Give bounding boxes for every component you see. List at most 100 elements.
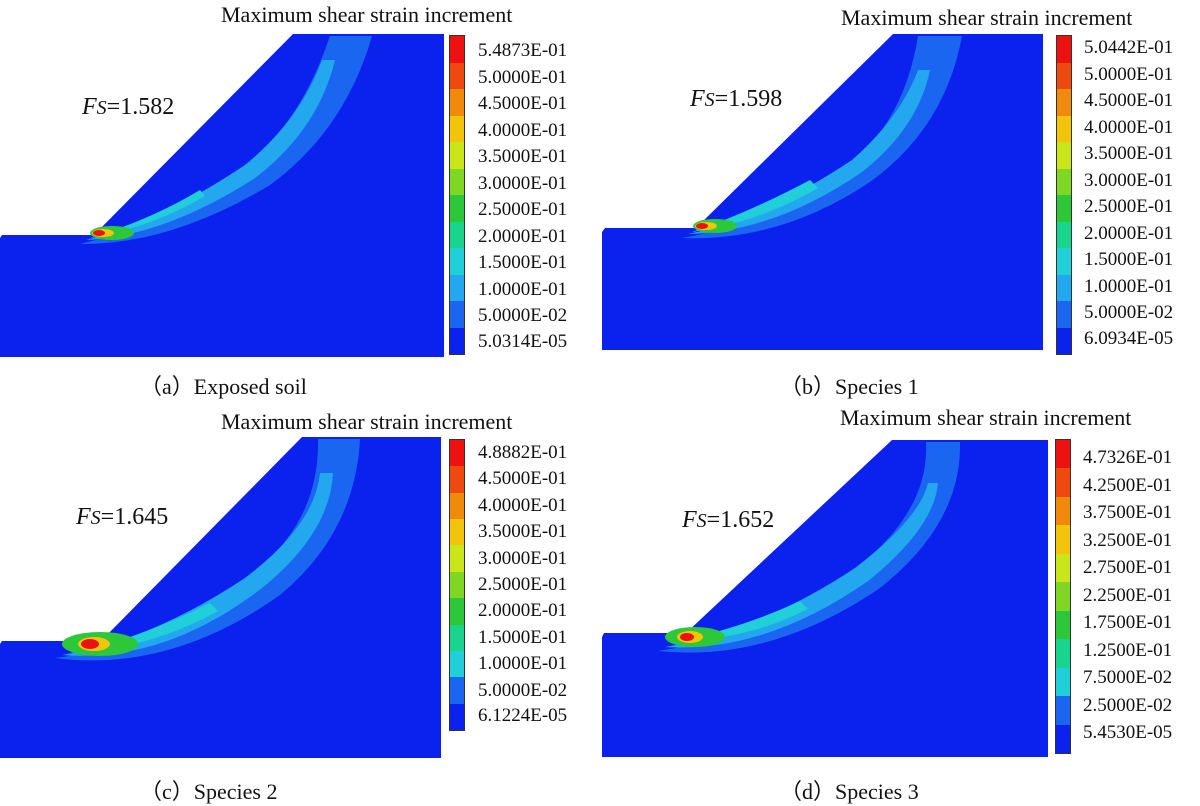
shear-band-mid xyxy=(86,60,335,240)
slope-model xyxy=(0,437,441,758)
toe-concentration-red xyxy=(696,223,708,229)
colorbar xyxy=(1056,35,1072,355)
colorbar-segment xyxy=(1056,639,1070,668)
colorbar-label: 1.7500E-01 xyxy=(1083,612,1173,633)
colorbar xyxy=(449,439,465,731)
colorbar-label: 2.2500E-01 xyxy=(1083,585,1173,606)
colorbar-label: 4.5000E-01 xyxy=(1084,90,1174,111)
shear-band-outer xyxy=(682,36,962,239)
colorbar-label: 3.5000E-01 xyxy=(478,521,568,542)
toe-concentration-red xyxy=(93,230,105,236)
colorbar-segment xyxy=(450,677,464,704)
slope-model xyxy=(602,34,1043,350)
colorbar-label: 4.0000E-01 xyxy=(1084,117,1174,138)
colorbar-segment xyxy=(1056,610,1070,640)
panel-a: Maximum shear strain increment 5.4873E-0… xyxy=(0,0,600,400)
panel-d: Maximum shear strain increment 4.7326E-0… xyxy=(600,403,1200,806)
colorbar-label: 4.2500E-01 xyxy=(1083,475,1173,496)
colorbar-segment xyxy=(450,62,464,89)
colorbar-label: 3.7500E-01 xyxy=(1083,502,1173,523)
colorbar-segment xyxy=(1057,195,1071,222)
colorbar-label: 4.5000E-01 xyxy=(478,468,568,489)
colorbar-segment xyxy=(450,703,464,730)
colorbar-segment xyxy=(1057,301,1071,328)
colorbar-label: 3.5000E-01 xyxy=(478,146,568,167)
colorbar-label: 5.0000E-01 xyxy=(1084,64,1174,85)
shear-band-mid xyxy=(688,70,930,234)
colorbar-title: Maximum shear strain increment xyxy=(221,409,513,434)
colorbar-label: 1.0000E-01 xyxy=(478,653,568,674)
colorbar-segment xyxy=(450,466,464,493)
shear-band-outer xyxy=(80,36,372,245)
panel-caption: （c）Species 2 xyxy=(140,779,278,804)
slope-model xyxy=(0,34,444,357)
colorbar-segment xyxy=(450,650,464,678)
colorbar-label: 4.5000E-01 xyxy=(478,93,568,114)
colorbar-segment xyxy=(450,301,464,328)
safety-factor: FS=1.645 xyxy=(76,504,169,530)
colorbar-label: 2.0000E-01 xyxy=(478,600,568,621)
colorbar-segment xyxy=(450,545,464,572)
panel-caption: （a）Exposed soil xyxy=(140,374,307,399)
colorbar-segment xyxy=(450,89,464,116)
colorbar-label: 2.5000E-02 xyxy=(1083,695,1173,716)
colorbar-label: 6.0934E-05 xyxy=(1084,328,1174,349)
shear-band-mid xyxy=(665,483,938,648)
colorbar-segment xyxy=(1057,115,1071,142)
safety-factor: FS=1.652 xyxy=(682,507,775,533)
colorbar-label: 1.5000E-01 xyxy=(478,627,568,648)
colorbar-segment xyxy=(450,142,464,169)
colorbar-label: 4.0000E-01 xyxy=(478,120,568,141)
colorbar-segment xyxy=(450,624,464,651)
safety-factor: FS=1.582 xyxy=(82,94,175,120)
colorbar-label: 3.0000E-01 xyxy=(478,173,568,194)
shear-band-inner xyxy=(692,180,818,232)
colorbar-label: 2.5000E-01 xyxy=(478,199,568,220)
colorbar-segment xyxy=(450,115,464,142)
colorbar-title: Maximum shear strain increment xyxy=(221,2,513,27)
colorbar-segment xyxy=(450,168,464,195)
colorbar-segment xyxy=(450,221,464,248)
colorbar-label: 2.0000E-01 xyxy=(1084,223,1174,244)
panel-b: Maximum shear strain increment 5.0442E-0… xyxy=(600,0,1200,400)
colorbar-label: 3.5000E-01 xyxy=(1084,143,1174,164)
colorbar-segment xyxy=(450,492,464,520)
colorbar-segment xyxy=(1056,582,1070,611)
slope-model xyxy=(602,440,1048,757)
colorbar-segment xyxy=(450,440,464,467)
panel-c: Maximum shear strain increment 4.8882E-0… xyxy=(0,403,600,806)
colorbar-segment xyxy=(1056,667,1070,697)
colorbar-label: 4.7326E-01 xyxy=(1083,447,1173,468)
colorbar-segment xyxy=(1057,62,1071,89)
toe-concentration-red xyxy=(680,633,694,641)
colorbar-segment xyxy=(1056,468,1070,497)
safety-factor: FS=1.598 xyxy=(690,86,783,112)
colorbar-segment xyxy=(450,195,464,222)
colorbar-label: 1.0000E-01 xyxy=(478,279,568,300)
colorbar-label: 5.0314E-05 xyxy=(478,331,568,352)
colorbar-segment xyxy=(1056,525,1070,554)
colorbar-label: 5.4530E-05 xyxy=(1083,722,1173,743)
colorbar-segment xyxy=(1057,36,1071,63)
colorbar-title: Maximum shear strain increment xyxy=(841,5,1133,30)
colorbar-segment xyxy=(450,571,464,599)
colorbar-label: 5.0000E-01 xyxy=(478,67,568,88)
colorbar-segment xyxy=(450,598,464,625)
colorbar-segment xyxy=(1056,440,1070,469)
panel-caption: （d）Species 3 xyxy=(780,779,919,804)
colorbar-segment xyxy=(1057,274,1071,301)
shear-band-inner xyxy=(70,603,218,653)
colorbar-label: 2.5000E-01 xyxy=(478,574,568,595)
colorbar-label: 5.4873E-01 xyxy=(478,40,568,61)
colorbar-segment xyxy=(1057,327,1071,354)
colorbar-segment xyxy=(450,519,464,546)
colorbar-label: 3.0000E-01 xyxy=(1084,170,1174,191)
colorbar-segment xyxy=(450,248,464,275)
colorbar-label: 5.0000E-02 xyxy=(1084,302,1174,323)
colorbar-segment xyxy=(450,274,464,301)
colorbar-label: 2.5000E-01 xyxy=(1084,196,1174,217)
colorbar-segment xyxy=(450,36,464,63)
colorbar-label: 1.5000E-01 xyxy=(1084,249,1174,270)
colorbar-segment xyxy=(1057,168,1071,195)
colorbar xyxy=(449,35,465,355)
